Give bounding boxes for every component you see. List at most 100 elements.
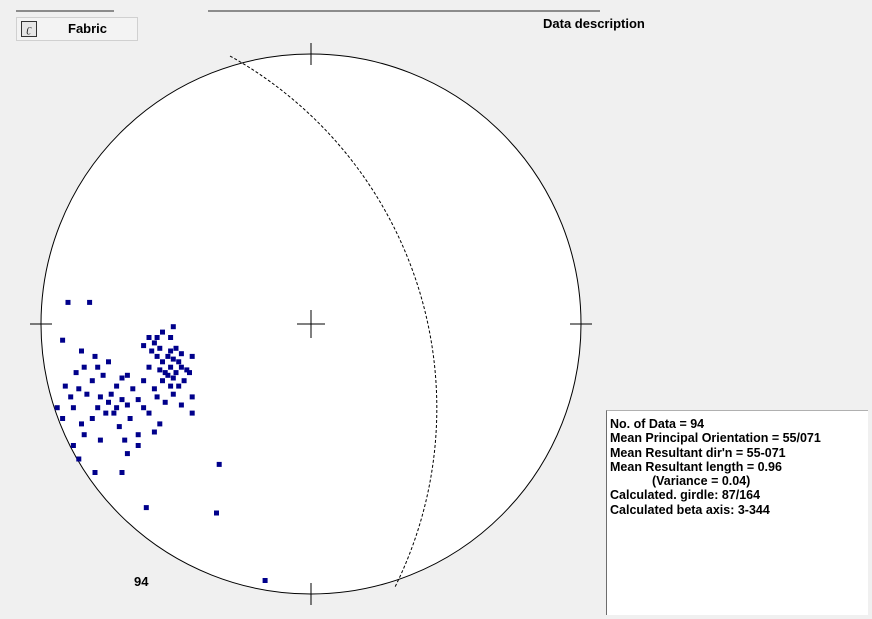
- pole-point: [135, 397, 141, 403]
- pole-point: [187, 370, 192, 376]
- pole-point: [170, 324, 176, 330]
- pole-point: [111, 410, 117, 416]
- pole-point: [122, 437, 128, 443]
- pole-point: [162, 370, 168, 376]
- pole-point: [160, 378, 165, 384]
- pole-point: [165, 372, 171, 378]
- pole-point: [119, 470, 125, 475]
- pole-point: [170, 391, 176, 397]
- pole-point: [106, 359, 111, 365]
- pole-point: [141, 343, 147, 349]
- pole-point: [108, 391, 114, 397]
- pole-point: [154, 353, 160, 359]
- pole-point: [157, 345, 163, 351]
- pole-point: [119, 397, 125, 403]
- pole-point: [130, 386, 136, 392]
- pole-point: [154, 394, 160, 400]
- pole-point: [162, 399, 168, 405]
- pole-point: [65, 299, 71, 305]
- pole-point: [124, 402, 130, 408]
- pole-point: [124, 451, 130, 457]
- cardinal-ticks: [30, 43, 592, 605]
- pole-point: [214, 510, 219, 516]
- mean-principal-orientation: Mean Principal Orientation = 55/071: [610, 431, 821, 446]
- pole-point: [135, 443, 141, 448]
- pole-point: [76, 456, 82, 462]
- pole-point: [189, 353, 195, 359]
- pole-point: [68, 394, 74, 400]
- pole-point: [143, 505, 149, 511]
- pole-point: [146, 335, 152, 340]
- pole-point: [92, 353, 98, 359]
- pole-point: [119, 375, 125, 381]
- statistics-panel: No. of Data = 94 Mean Principal Orientat…: [606, 410, 868, 615]
- data-description-title: Data description: [543, 16, 645, 31]
- pole-point: [135, 432, 141, 438]
- pole-point: [178, 351, 184, 357]
- pole-point: [81, 364, 87, 370]
- pole-point: [127, 416, 133, 421]
- pole-point: [116, 424, 122, 430]
- pole-point: [84, 391, 90, 397]
- pole-point: [95, 364, 101, 370]
- pole-point: [141, 378, 147, 384]
- pole-point: [124, 372, 130, 378]
- pole-point: [176, 383, 182, 389]
- no-of-data: No. of Data = 94: [610, 417, 705, 431]
- pole-point: [157, 367, 163, 373]
- pole-point: [146, 410, 152, 416]
- pole-point: [173, 345, 179, 351]
- pole-point: [168, 348, 174, 354]
- pole-point: [184, 367, 190, 373]
- pole-point: [62, 383, 68, 389]
- pole-point: [151, 340, 157, 346]
- pole-point: [149, 348, 155, 354]
- pole-point: [73, 370, 79, 376]
- pole-point: [106, 399, 111, 405]
- pole-point: [95, 405, 101, 411]
- calculated-girdle: Calculated. girdle: 87/164: [610, 488, 761, 503]
- pole-point: [189, 394, 195, 400]
- pole-point: [89, 378, 95, 384]
- pole-point: [160, 329, 165, 335]
- fabric-tab[interactable]: ʗ Fabric: [16, 17, 138, 41]
- pole-point: [262, 578, 268, 583]
- pole-point: [165, 353, 171, 359]
- pole-point: [176, 359, 182, 365]
- pole-point: [168, 383, 174, 389]
- pole-point: [178, 364, 184, 370]
- pole-point: [178, 402, 184, 408]
- variance: (Variance = 0.04): [652, 474, 751, 489]
- girdle-great-circle: [229, 55, 438, 588]
- pole-point: [89, 416, 95, 421]
- mean-resultant-direction: Mean Resultant dir'n = 55-071: [610, 445, 786, 460]
- pole-points: [54, 299, 268, 583]
- pole-point: [170, 356, 176, 362]
- pole-point: [79, 421, 84, 427]
- pole-point: [70, 405, 76, 411]
- pole-point: [157, 421, 163, 427]
- mean-resultant-length: Mean Resultant length = 0.96: [610, 459, 782, 474]
- pole-point: [114, 383, 120, 389]
- pole-point: [151, 429, 157, 435]
- pole-point: [70, 443, 76, 448]
- pole-point: [60, 416, 66, 421]
- pole-point: [97, 437, 103, 443]
- pole-point: [170, 375, 176, 381]
- pole-point: [146, 364, 152, 370]
- pole-point: [81, 432, 87, 438]
- pole-point: [76, 386, 82, 392]
- pole-point: [173, 370, 179, 376]
- pole-point: [154, 335, 160, 340]
- pole-point: [87, 299, 93, 305]
- pole-point: [79, 348, 84, 354]
- pole-point: [54, 405, 60, 411]
- center-cross: [297, 310, 325, 338]
- document-icon: ʗ: [21, 21, 37, 37]
- window-top-divider: [208, 10, 600, 12]
- pole-point: [168, 335, 174, 340]
- pole-point: [216, 461, 222, 467]
- pole-point: [151, 386, 157, 392]
